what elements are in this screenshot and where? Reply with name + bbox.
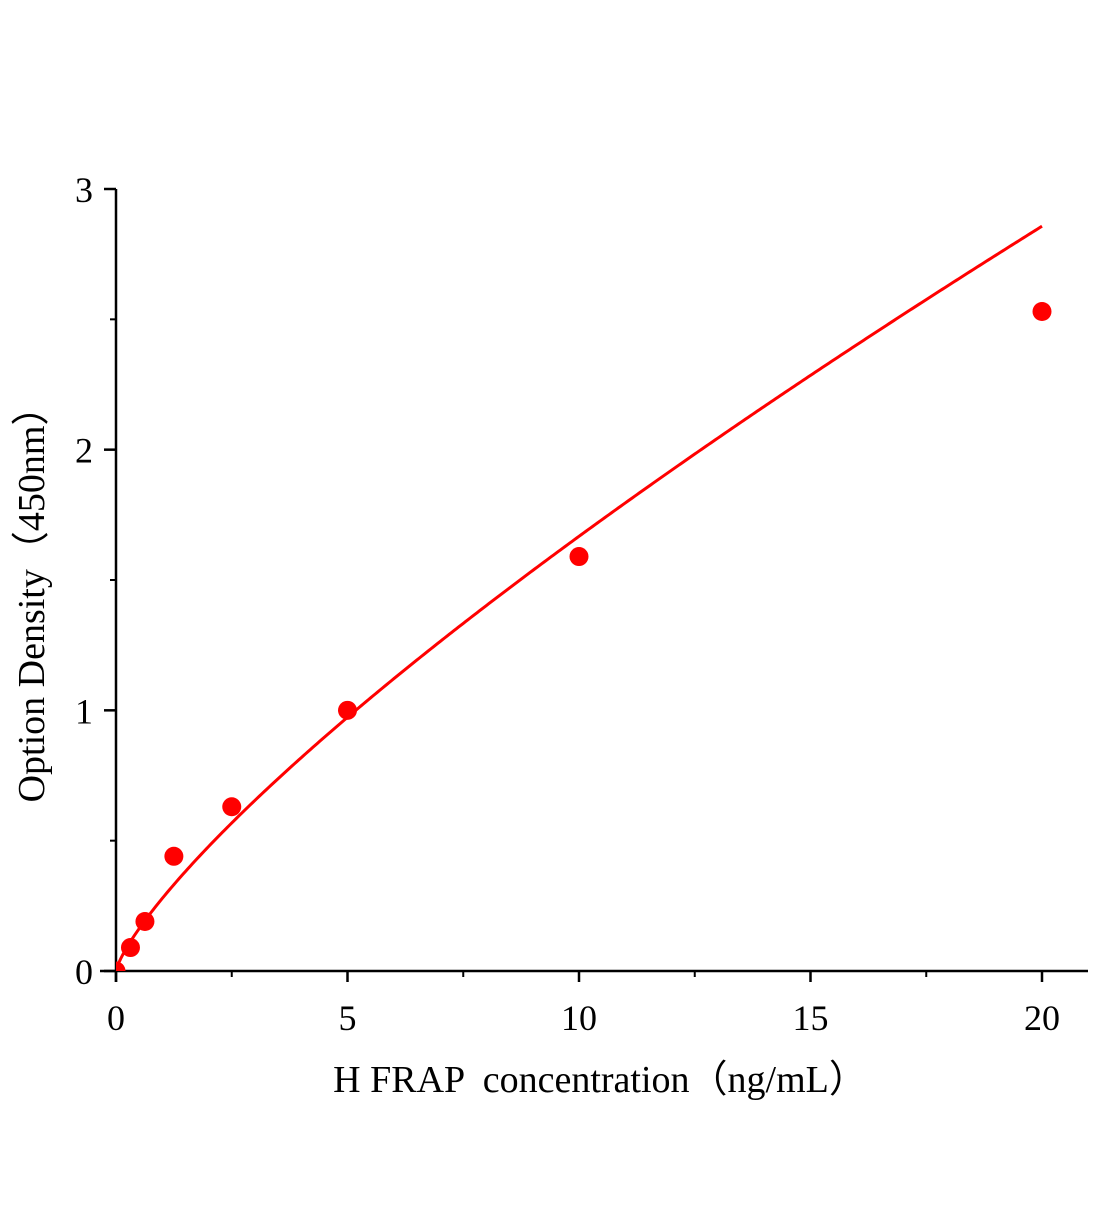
data-point xyxy=(120,938,140,958)
x-tick-label: 20 xyxy=(1024,998,1060,1038)
data-point xyxy=(164,846,184,866)
x-tick-label: 15 xyxy=(793,998,829,1038)
data-point xyxy=(1032,302,1052,322)
y-tick-label: 2 xyxy=(75,431,93,471)
data-point xyxy=(116,961,126,971)
y-tick-label: 1 xyxy=(75,691,93,731)
fit-curve xyxy=(116,224,1043,971)
x-tick-label: 0 xyxy=(107,998,125,1038)
data-point xyxy=(222,797,242,817)
x-tick-label: 5 xyxy=(339,998,357,1038)
axes: 0 5 10 15 20 0 1 2 3 xyxy=(75,170,1088,1038)
data-point xyxy=(135,911,155,931)
data-point xyxy=(569,547,589,567)
x-tick-label: 10 xyxy=(561,998,597,1038)
y-tick-label: 0 xyxy=(75,952,93,992)
x-axis-label: H FRAP concentration（ng/mL） xyxy=(333,1059,867,1101)
data-point xyxy=(338,700,357,720)
y-axis-label: Option Density（450nm） xyxy=(11,388,53,803)
y-tick-label: 3 xyxy=(75,170,93,210)
